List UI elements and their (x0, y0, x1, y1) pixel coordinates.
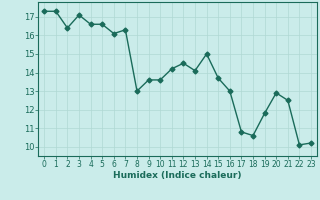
X-axis label: Humidex (Indice chaleur): Humidex (Indice chaleur) (113, 171, 242, 180)
